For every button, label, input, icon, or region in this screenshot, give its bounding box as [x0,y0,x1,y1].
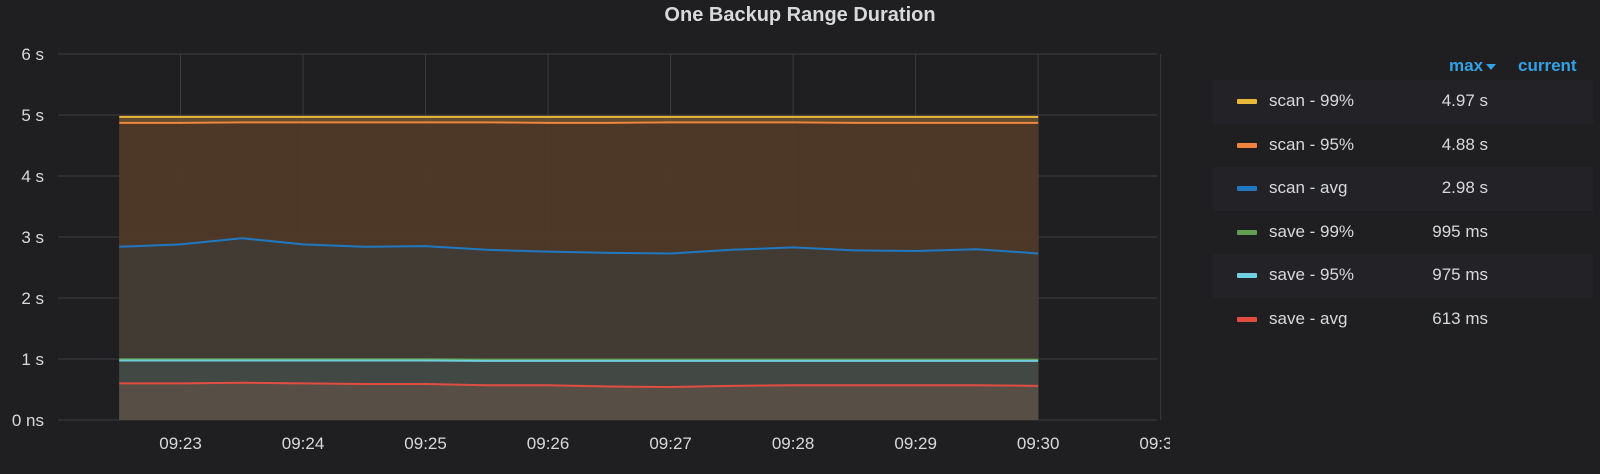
legend-item[interactable]: save - 95% 975 ms [1213,254,1593,298]
sort-desc-icon [1486,63,1497,70]
x-tick-label: 09:25 [404,434,447,453]
y-tick-label: 3 s [21,228,44,247]
series-line[interactable] [119,121,1039,124]
legend-max-value: 975 ms [1432,265,1488,284]
legend-series-name[interactable]: scan - avg [1269,178,1348,197]
legend-header: max current [1213,52,1593,80]
x-tick-label: 09:26 [527,434,570,453]
x-tick-label: 09:29 [894,434,937,453]
x-tick-label: 09:23 [159,434,202,453]
x-tick-label: 09:27 [649,434,692,453]
legend-series-name[interactable]: save - 95% [1269,265,1355,284]
legend-item[interactable]: save - avg 613 ms [1213,298,1593,342]
series-color-swatch[interactable] [1237,229,1257,235]
legend-max-value: 4.97 s [1441,91,1488,110]
y-tick-label: 2 s [21,289,44,308]
legend-series-name[interactable]: save - 99% [1269,221,1355,241]
series-area [119,382,1039,420]
legend: max current scan - 99% 4.97 s scan - 95% 4.… [1213,52,1593,341]
series-color-swatch[interactable] [1237,142,1257,148]
legend-max-value: 613 ms [1432,308,1488,328]
y-tick-label: 5 s [21,106,44,125]
legend-series-name[interactable]: scan - 95% [1269,134,1355,154]
legend-item[interactable]: scan - 99% 4.97 s [1213,80,1593,124]
legend-max-value: 4.88 s [1441,134,1488,154]
y-tick-label: 6 s [21,45,44,64]
series-color-swatch[interactable] [1237,186,1257,191]
series-color-swatch[interactable] [1237,273,1257,278]
legend-series-name[interactable]: save - avg [1269,308,1348,328]
series-color-swatch[interactable] [1237,99,1257,104]
series-color-swatch[interactable] [1237,316,1257,322]
y-tick-label: 0 ns [12,411,44,430]
legend-max-value: 2.98 s [1441,178,1488,197]
series-line[interactable] [119,381,1039,389]
series-line[interactable] [119,237,1039,255]
legend-item[interactable]: scan - 95% 4.88 s [1213,124,1593,168]
legend-item[interactable]: scan - avg 2.98 s [1213,167,1593,211]
x-tick-label: 09:24 [282,434,325,453]
x-tick-label: 09:30 [1017,434,1060,453]
y-tick-label: 1 s [21,350,44,369]
x-tick-label: 09:28 [772,434,815,453]
legend-sort-current[interactable]: current [1518,56,1577,75]
y-tick-label: 4 s [21,167,44,186]
legend-series-name[interactable]: scan - 99% [1269,91,1355,110]
legend-sort-max[interactable]: max [1449,56,1497,76]
x-tick-label: 09:31 [1139,434,1170,453]
legend-item[interactable]: save - 99% 995 ms [1213,211,1593,255]
chart-area[interactable]: 0 ns 1 s 2 s 3 s 4 s 5 s 6 s 09:23 09:24 09:25 09:… [0,0,1170,474]
panel-title[interactable]: One Backup Range Duration [664,4,936,26]
legend-max-value: 995 ms [1432,221,1488,241]
